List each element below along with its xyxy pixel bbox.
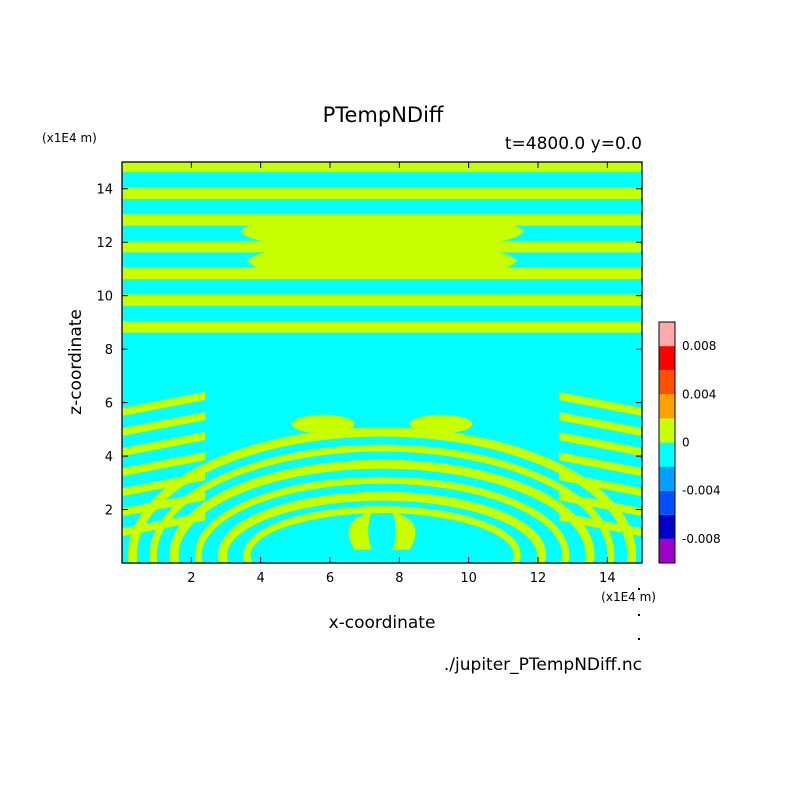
lens-band [239,221,525,242]
y-tick-label: 10 [96,290,113,305]
y-tick-label: 8 [105,343,113,358]
colorbar-frame [658,321,676,564]
heatmap-bands [122,162,642,563]
arc-band [169,459,595,563]
side-band-left [122,472,206,497]
y-tick-label: 2 [105,504,113,519]
arc-band [243,506,521,563]
stripe-band [122,267,642,280]
side-band-right [558,492,642,517]
plot-frame [121,161,643,564]
stripe-band [122,321,642,333]
side-band-right [558,452,642,477]
stripe-band [122,162,642,173]
colorbar-swatch [659,394,675,419]
heatmap-field [122,162,642,563]
arc-band [149,444,615,563]
colorbar-swatch [659,418,675,443]
x-axis-ticks: 2 4 6 8 10 12 14 [187,162,616,586]
arc-band [218,491,546,563]
colorbar-swatch [659,370,675,395]
side-band-left [122,411,206,437]
y-tick-label: 14 [96,183,113,198]
x-axis-label: x-coordinate [329,613,436,633]
side-band-left [122,492,206,517]
colorbar-swatch [659,514,675,539]
colorbar: 0.008 0.004 0 -0.004 -0.008 [658,321,721,564]
chart-subtitle: t=4800.0 y=0.0 [505,134,642,154]
side-band-left [122,391,206,416]
colorbar-tick-label: 0.008 [682,339,716,353]
colorbar-swatch [659,322,675,347]
x-tick-label: 2 [187,571,195,586]
arc-band [127,427,637,563]
lobe [291,414,355,434]
chart-title: PTempNDiff [323,103,444,127]
colorbar-swatch [659,442,675,467]
side-band-right [558,512,642,537]
y-tick-label: 4 [105,450,113,465]
side-band-right [558,472,642,497]
plume-right [392,512,416,550]
stripe-band [122,294,642,306]
side-band-left [122,512,206,537]
side-band-right [558,391,642,416]
y-tick-label: 12 [96,236,113,251]
y-unit-label: (x1E4 m) [42,131,97,145]
plume-left [348,512,372,550]
y-tick-label: 6 [105,397,113,412]
source-filename: ./jupiter_PTempNDiff.nc [444,655,642,675]
calm-zone [198,335,573,446]
side-band-left [122,452,206,477]
colorbar-tick-label: -0.008 [682,532,721,546]
x-tick-label: 6 [326,571,334,586]
y-axis-label: z-coordinate [66,309,86,415]
x-tick-label: 10 [460,571,477,586]
colorbar-tick-label: -0.004 [682,484,721,498]
side-band-right [558,432,642,457]
colorbar-swatch [659,538,675,563]
stripe-band [122,187,642,199]
lens-band [246,250,518,271]
x-tick-label: 4 [257,571,265,586]
lobe [409,414,473,434]
colorbar-tick-label: 0 [682,436,690,450]
x-tick-label: 8 [395,571,403,586]
side-band-left [122,432,206,457]
x-tick-label: 12 [530,571,547,586]
side-band-right [558,411,642,437]
x-tick-label: 14 [599,571,616,586]
stripe-band [122,240,642,253]
colorbar-swatch [659,346,675,371]
y-axis-ticks: 2 4 6 8 10 12 14 [96,183,642,519]
stripe-band [122,214,642,226]
colorbar-tick-label: 0.004 [682,387,716,401]
colorbar-swatch [659,466,675,491]
colorbar-swatch [659,490,675,515]
arc-band [194,476,570,563]
x-unit-label: (x1E4 m) [601,590,656,604]
source-dots [638,588,640,640]
